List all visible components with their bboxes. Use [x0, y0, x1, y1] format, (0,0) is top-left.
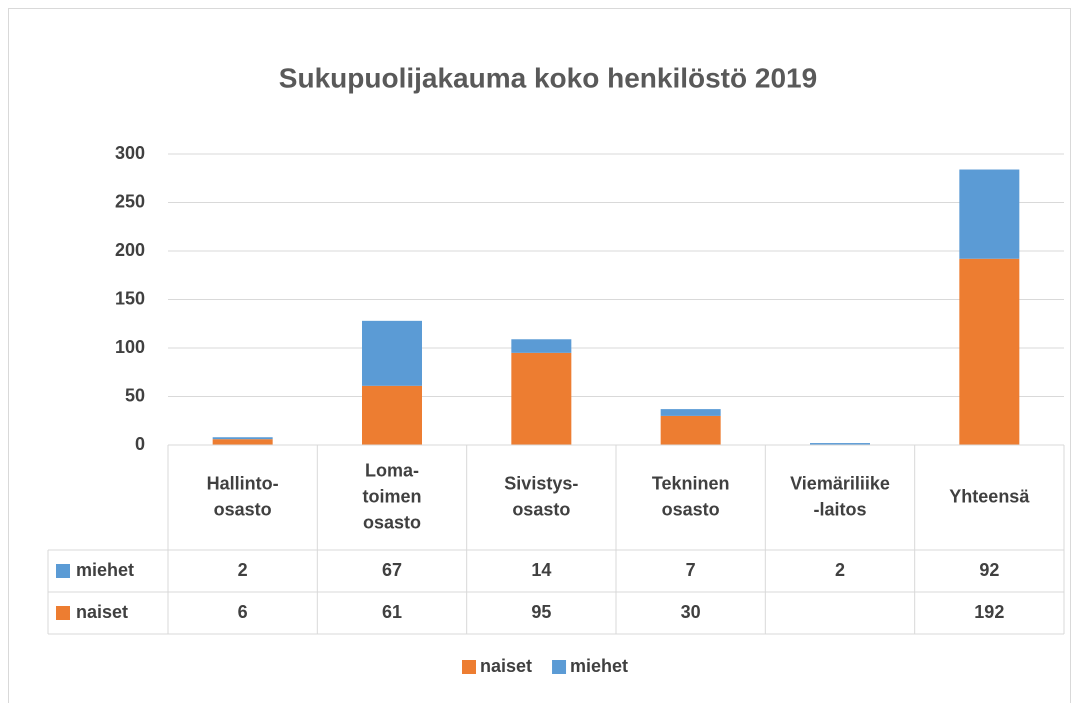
category-label: osasto [512, 499, 570, 519]
category-label: Loma- [365, 460, 419, 480]
legend-key [552, 660, 567, 674]
category-label: osasto [662, 499, 720, 519]
table-legend-key [56, 606, 70, 620]
table-value: 30 [681, 602, 701, 622]
bar-segment [959, 169, 1020, 259]
bar-segment [959, 258, 1020, 445]
bar-segment [660, 415, 721, 445]
table-value: 61 [382, 602, 402, 622]
category-label: Yhteensä [949, 486, 1030, 506]
table-value: 7 [686, 560, 696, 580]
y-tick-label: 200 [115, 240, 145, 260]
y-tick-label: 0 [135, 434, 145, 454]
category-label: Sivistys- [504, 473, 578, 493]
table-legend-key [56, 564, 70, 578]
y-tick-label: 100 [115, 337, 145, 357]
category-label: osasto [363, 512, 421, 532]
table-value: 6 [238, 602, 248, 622]
table-value: 192 [974, 602, 1004, 622]
table-value: 95 [531, 602, 551, 622]
bar-segment [511, 352, 572, 445]
bar-segment [362, 385, 422, 445]
table-value: 92 [979, 560, 999, 580]
category-label: Viemäriliike [790, 473, 890, 493]
bar-segment [362, 320, 422, 386]
bar-segment [212, 439, 273, 445]
y-tick-label: 250 [115, 191, 145, 211]
y-tick-label: 150 [115, 288, 145, 308]
bar-segment [810, 443, 870, 445]
legend-label: naiset [480, 656, 532, 676]
bar-segment [660, 409, 721, 416]
y-tick-label: 300 [115, 143, 145, 163]
category-label: Hallinto- [207, 473, 279, 493]
table-series-name: naiset [76, 602, 128, 622]
category-label: osasto [214, 499, 272, 519]
table-value: 2 [835, 560, 845, 580]
table-value: 67 [382, 560, 402, 580]
legend-key [462, 660, 476, 674]
category-label: -laitos [813, 499, 866, 519]
chart-title: Sukupuolijakauma koko henkilöstö 2019 [279, 62, 817, 93]
table-value: 2 [238, 560, 248, 580]
table-value: 14 [531, 560, 551, 580]
category-label: toimen [362, 486, 421, 506]
bar-segment [212, 437, 273, 440]
category-label: Tekninen [652, 473, 730, 493]
bar-segment [511, 339, 572, 353]
table-series-name: miehet [76, 560, 134, 580]
y-tick-label: 50 [125, 385, 145, 405]
legend-label: miehet [570, 656, 628, 676]
